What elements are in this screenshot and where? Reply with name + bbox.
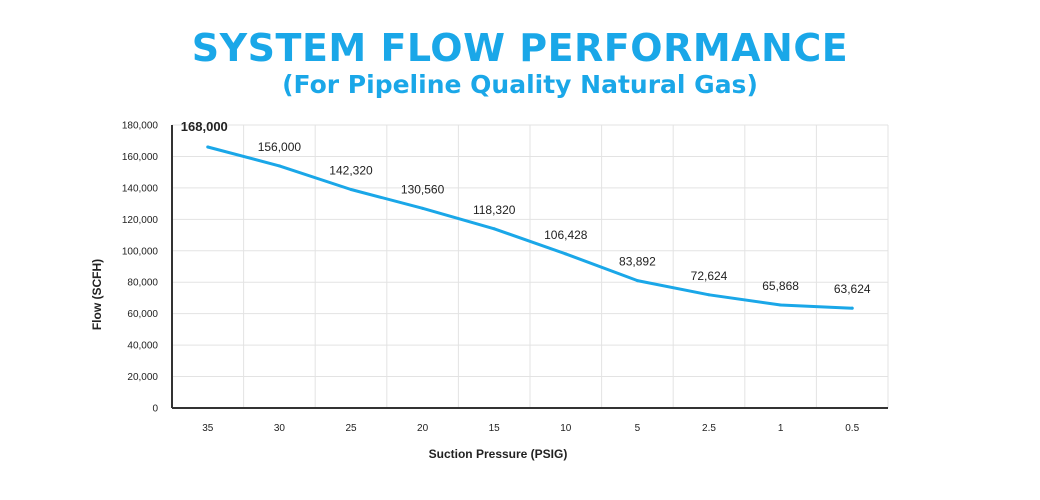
data-point <box>277 164 281 168</box>
chart-title: SYSTEM FLOW PERFORMANCE <box>191 26 849 70</box>
data-point <box>564 252 568 256</box>
y-tick-label: 180,000 <box>122 121 159 132</box>
data-label: 142,320 <box>329 163 373 177</box>
x-tick-label: 20 <box>417 423 429 434</box>
y-tick-label: 100,000 <box>122 246 159 257</box>
data-point <box>779 303 783 307</box>
x-tick-label: 5 <box>635 423 641 434</box>
y-tick-label: 60,000 <box>127 309 158 320</box>
data-point <box>492 227 496 231</box>
data-label: 106,428 <box>544 228 588 242</box>
y-tick-label: 0 <box>152 404 158 415</box>
chart-subtitle: (For Pipeline Quality Natural Gas) <box>282 70 758 99</box>
data-label: 72,624 <box>691 269 728 283</box>
x-axis-title: Suction Pressure (PSIG) <box>429 447 568 461</box>
data-label: 65,868 <box>762 279 799 293</box>
x-tick-label: 1 <box>778 423 784 434</box>
x-tick-label: 35 <box>202 423 214 434</box>
data-label: 63,624 <box>834 282 871 296</box>
data-point <box>421 206 425 210</box>
y-tick-label: 120,000 <box>122 215 159 226</box>
data-label: 83,892 <box>619 255 656 269</box>
data-point <box>206 145 210 149</box>
data-label: 156,000 <box>258 140 302 154</box>
y-tick-label: 160,000 <box>122 152 159 163</box>
y-tick-label: 40,000 <box>127 341 158 352</box>
chart-grid <box>172 124 889 408</box>
data-point <box>349 187 353 191</box>
y-axis-title: Flow (SCFH) <box>90 259 104 330</box>
data-label: 118,320 <box>473 203 516 217</box>
data-points <box>206 145 854 310</box>
y-tick-label: 140,000 <box>122 183 159 194</box>
data-point <box>850 306 854 310</box>
y-tick-label: 20,000 <box>127 372 158 383</box>
x-tick-label: 2.5 <box>702 423 716 434</box>
data-point <box>635 279 639 283</box>
y-tick-label: 80,000 <box>127 278 158 289</box>
data-label: 168,000 <box>181 119 228 134</box>
data-labels: 168,000 156,000 142,320 130,560 118,320 106,4… <box>181 119 871 296</box>
x-tick-label: 25 <box>345 423 357 434</box>
y-axis-ticks: 0 20,000 40,000 60,000 80,000 100,000 120,000 1… <box>122 121 159 415</box>
x-tick-label: 10 <box>560 423 572 434</box>
x-axis-ticks: 35 30 25 20 15 10 5 2.5 1 0.5 <box>202 423 859 434</box>
x-tick-label: 15 <box>489 423 501 434</box>
data-point <box>707 293 711 297</box>
data-label: 130,560 <box>401 182 445 196</box>
x-tick-label: 0.5 <box>845 423 859 434</box>
flow-series-line <box>206 145 854 310</box>
x-tick-label: 30 <box>274 423 286 434</box>
